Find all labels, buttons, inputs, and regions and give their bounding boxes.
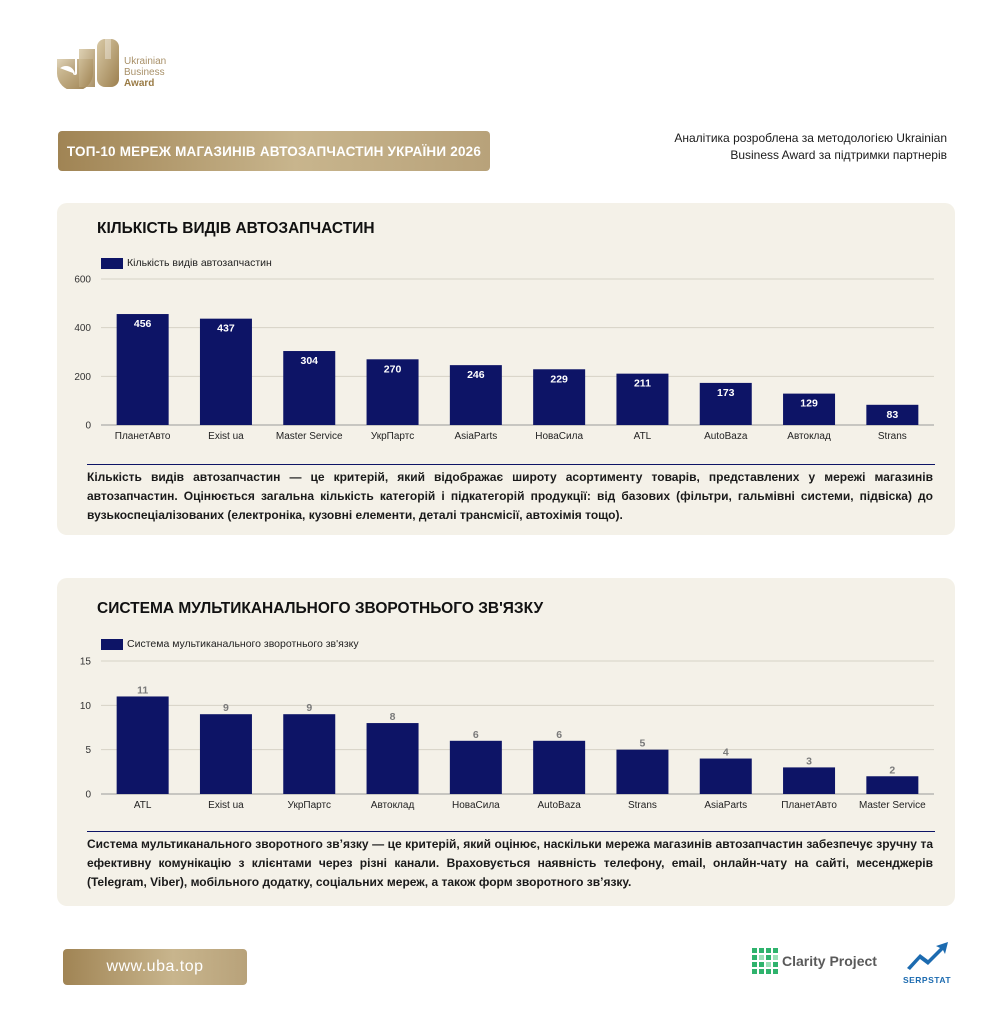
data-label: 83 [887,409,899,421]
serpstat-logo: SERPSTAT [898,940,956,985]
data-label: 173 [717,387,735,399]
legend-label: Кількість видів автозапчастин [127,257,272,269]
y-tick-label: 400 [74,323,91,334]
bar [283,714,336,794]
data-label: 437 [217,323,235,335]
chart-legend: Система мультиканального зворотнього зв'… [101,638,359,650]
uba-logo [57,39,119,89]
x-tick-label: ПланетАвто [781,800,837,811]
x-tick-label: ПланетАвто [115,431,171,442]
divider [87,831,935,832]
x-tick-label: Автоклад [787,431,831,442]
clarity-label: Clarity Project [782,953,877,969]
bar [866,404,919,425]
methodology-note: Аналітика розроблена за методологією Ukr… [674,131,947,162]
bar [199,318,252,425]
y-tick-label: 15 [80,657,92,668]
bar [449,740,502,794]
data-label: 11 [137,684,148,696]
bar [699,758,752,794]
data-label: 6 [473,729,479,741]
x-tick-label: УкрПартс [288,800,331,811]
x-tick-label: ATL [134,800,152,811]
data-label: 246 [467,369,485,381]
x-tick-label: AutoBaza [537,800,581,811]
x-tick-label: Master Service [276,431,343,442]
bar [116,696,169,794]
bar [616,749,669,794]
data-label: 9 [223,702,229,714]
chart-title: СИСТЕМА МУЛЬТИКАНАЛЬНОГО ЗВОРОТНЬОГО ЗВ'… [97,600,544,617]
bar [783,393,836,425]
x-tick-label: УкрПартс [371,431,414,442]
data-label: 9 [306,702,312,714]
legend-swatch [101,257,123,269]
data-label: 129 [800,398,818,410]
bar [616,373,669,425]
chart-card-assortment: КІЛЬКІСТЬ ВИДІВ АВТОЗАПЧАСТИН Кількість … [57,203,955,535]
bar [783,767,836,794]
bar [116,314,169,425]
x-tick-label: НоваСила [535,431,583,442]
chart-description: Кількість видів автозапчастин — це крите… [87,470,933,522]
chart-card-feedback: СИСТЕМА МУЛЬТИКАНАЛЬНОГО ЗВОРОТНЬОГО ЗВ'… [57,578,955,906]
chart-title: КІЛЬКІСТЬ ВИДІВ АВТОЗАПЧАСТИН [97,220,375,237]
data-label: 211 [634,378,651,390]
serpstat-icon [907,942,948,970]
y-tick-label: 0 [85,421,91,432]
x-tick-label: НоваСила [452,800,500,811]
data-label: 2 [889,764,895,776]
bar [866,776,919,794]
x-tick-label: Exist ua [208,800,244,811]
divider [87,464,935,465]
clarity-grid-icon [752,948,778,974]
legend-swatch [101,638,123,650]
bar [366,723,419,794]
bar [449,365,502,425]
x-tick-label: AsiaParts [454,431,497,442]
x-tick-label: AsiaParts [704,800,747,811]
chart-legend: Кількість видів автозапчастин [101,257,272,269]
x-tick-label: Master Service [859,800,926,811]
y-tick-label: 5 [85,745,91,756]
bar-chart-assortment: 0 200 400 600 456 ПланетАвто 437 Exist ua 304 Mas… [74,275,934,442]
bar [533,740,586,794]
data-label: 6 [556,729,562,741]
y-tick-label: 600 [74,275,91,286]
clarity-project-logo: Clarity Project [752,948,877,974]
data-label: 456 [134,318,152,330]
data-label: 8 [390,711,396,723]
data-label: 5 [640,738,646,750]
bar [199,714,252,794]
logo-text: Ukrainian Business Award [124,56,167,89]
serpstat-label: SERPSTAT [902,975,952,985]
y-tick-label: 0 [85,790,91,801]
bar [533,369,586,425]
bar-chart-feedback: 0 5 10 15 11 ATL 9 Exist ua 9 УкрПартс 8 Автоклад 6 Н… [80,657,934,811]
legend-label: Система мультиканального зворотнього зв'… [127,638,359,650]
x-tick-label: Strans [628,800,657,811]
x-tick-label: ATL [634,431,652,442]
x-tick-label: Exist ua [208,431,244,442]
x-tick-label: Автоклад [371,800,415,811]
data-label: 270 [384,363,402,375]
data-label: 3 [806,755,812,767]
bar [699,382,752,425]
y-tick-label: 200 [74,372,91,383]
data-label: 304 [300,355,318,367]
x-tick-label: AutoBaza [704,431,748,442]
website-link[interactable]: www.uba.top [63,949,247,985]
y-tick-label: 10 [80,701,92,712]
data-label: 4 [723,747,729,759]
data-label: 229 [550,373,568,385]
bar [283,351,336,425]
page-title: ТОП-10 МЕРЕЖ МАГАЗИНІВ АВТОЗАПЧАСТИН УКР… [58,131,490,171]
chart-description: Система мультиканального зворотного зв’я… [87,837,933,889]
bar [366,359,419,425]
x-tick-label: Strans [878,431,907,442]
